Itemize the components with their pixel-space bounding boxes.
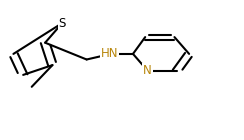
Text: N: N — [143, 64, 152, 77]
Text: HN: HN — [101, 47, 119, 60]
Text: S: S — [59, 17, 66, 30]
